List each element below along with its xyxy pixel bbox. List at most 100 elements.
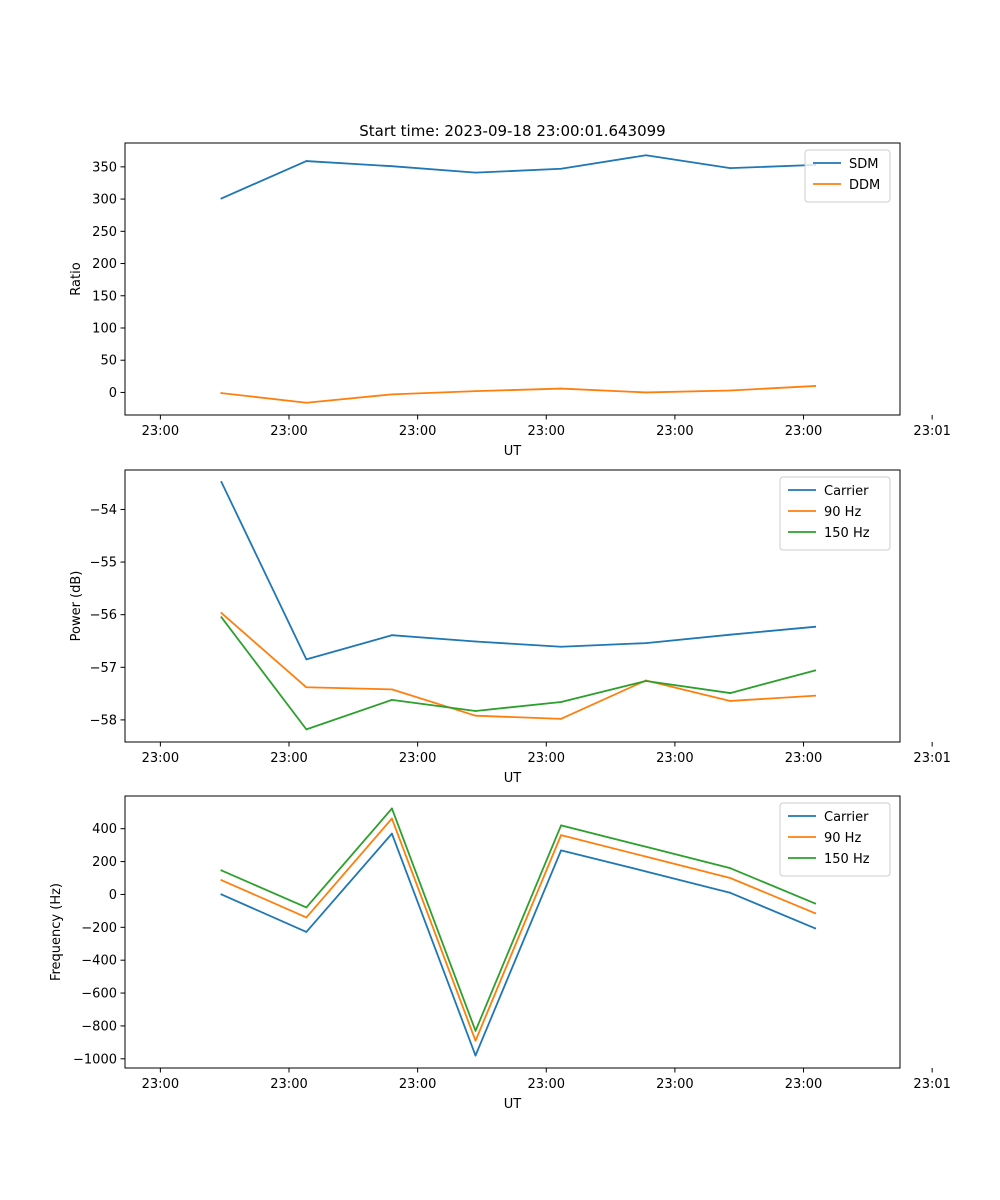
data-point-sdm [474,171,477,174]
y-tick-label: 150 [92,289,117,304]
data-point-150-hz [645,845,647,848]
data-point-ddm [220,392,223,394]
data-point-carrier [729,633,732,636]
y-tick-label: 200 [92,855,117,870]
data-point-90-hz [729,700,732,702]
data-point-sdm [560,167,562,170]
y-tick-label: 400 [92,822,117,837]
y-tick-label: −54 [90,503,117,518]
x-tick-label: 23:01 [913,751,950,766]
data-point-150-hz [729,867,732,870]
data-point-90-hz [391,817,393,820]
data-point-sdm [729,167,732,170]
data-point-90-hz [645,855,647,858]
data-point-carrier [474,640,477,643]
series-line-carrier [220,832,817,1057]
y-tick-label: 250 [92,225,117,240]
y-tick-label: 50 [100,354,117,369]
y-tick-label: 300 [92,193,117,208]
legend-label: SDM [849,157,878,172]
x-tick-label: 23:00 [270,751,307,766]
series-line-90-hz [220,611,817,720]
chart-panel-1: 23:00 23:00 23:00 23:00 23:00 23:00 23:01 0 50 10… [69,142,951,459]
data-point-carrier [645,642,647,644]
data-point-90-hz [560,717,562,720]
data-point-ddm [645,391,647,394]
y-tick-label: −1000 [73,1052,117,1067]
x-axis-label: UT [504,1097,522,1112]
y-tick-label: 0 [109,888,117,903]
x-tick-label: 23:00 [142,751,179,766]
legend: SDM DDM [804,149,891,203]
x-tick-label: 23:00 [656,751,693,766]
data-point-150-hz [814,669,817,672]
data-point-90-hz [305,916,308,919]
data-point-90-hz [560,834,562,837]
data-point-150-hz [305,728,308,731]
x-tick-label: 23:00 [142,1077,179,1092]
y-tick-label: −600 [81,987,117,1002]
axes-frame [124,795,901,1069]
data-point-sdm [645,154,647,157]
data-point-ddm [560,387,562,390]
data-point-150-hz [560,824,562,827]
x-tick-label: 23:00 [399,1077,436,1092]
x-tick-label: 23:00 [656,1077,693,1092]
data-point-carrier [814,625,817,628]
data-point-sdm [391,165,393,168]
data-point-sdm [220,197,223,200]
y-tick-label: −57 [90,661,117,676]
data-point-carrier [391,634,393,637]
data-point-carrier [305,931,308,933]
data-point-150-hz [560,701,562,703]
data-point-90-hz [305,686,308,689]
legend-label: 90 Hz [824,505,861,520]
panels: 23:00 23:00 23:00 23:00 23:00 23:00 23:01 0 50 10… [49,142,951,1112]
y-tick-label: −400 [81,954,117,969]
data-point-90-hz [220,879,223,882]
x-tick-label: 23:00 [785,424,822,439]
y-tick-label: −800 [81,1019,117,1034]
data-point-90-hz [814,912,817,915]
data-point-150-hz [220,869,223,872]
x-tick-label: 23:00 [785,1077,822,1092]
data-point-carrier [729,891,732,894]
data-point-carrier [220,893,223,896]
x-tick-label: 23:00 [270,1077,307,1092]
series-line-ddm [220,385,817,404]
axes-frame [124,469,901,743]
legend-label: 150 Hz [824,526,870,541]
legend-label: Carrier [824,484,869,499]
legend-label: Carrier [824,810,869,825]
data-point-150-hz [645,680,647,682]
data-point-150-hz [729,692,732,694]
series-line-150-hz [220,807,817,1032]
data-point-carrier [645,870,647,873]
series-line-sdm [220,154,817,200]
data-point-ddm [305,401,308,404]
y-tick-label: −200 [81,921,117,936]
data-point-150-hz [474,710,477,712]
data-point-carrier [391,832,393,835]
x-tick-label: 23:00 [528,1077,565,1092]
data-point-90-hz [474,1039,477,1042]
data-point-90-hz [391,688,393,691]
chart-panel-2: 23:00 23:00 23:00 23:00 23:00 23:00 23:01 −58 −5… [69,469,951,786]
data-point-150-hz [220,616,223,619]
data-point-carrier [474,1054,477,1057]
data-point-90-hz [474,714,477,717]
chart-panel-3: 23:00 23:00 23:00 23:00 23:00 23:00 23:01 −1000… [49,795,951,1112]
figure-title: Start time: 2023-09-18 23:00:01.643099 [359,122,665,140]
data-point-90-hz [814,694,817,697]
data-point-150-hz [814,902,817,905]
data-point-sdm [305,160,308,162]
data-point-150-hz [391,699,393,701]
y-tick-label: −55 [90,556,117,571]
x-tick-label: 23:00 [142,424,179,439]
legend-label: 150 Hz [824,852,870,867]
x-tick-label: 23:01 [913,424,950,439]
data-point-150-hz [474,1029,477,1032]
legend-label: DDM [849,178,880,193]
series-line-150-hz [220,616,817,731]
data-point-carrier [560,645,562,648]
